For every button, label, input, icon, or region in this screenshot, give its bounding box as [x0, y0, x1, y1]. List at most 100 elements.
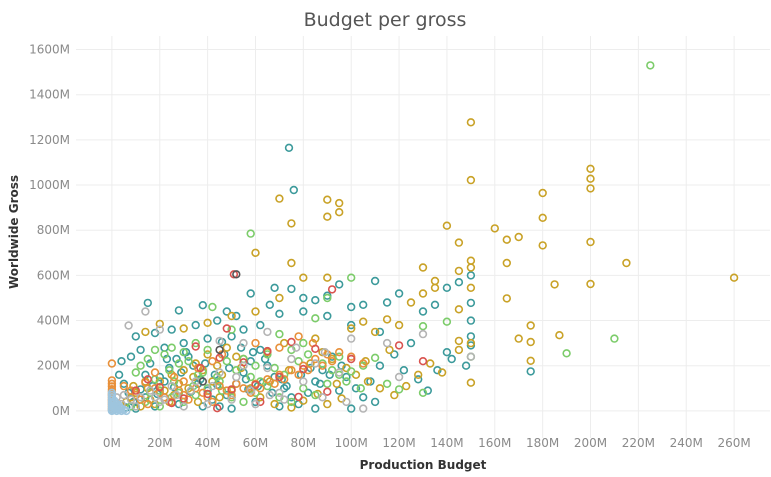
data-point-teal[interactable]: [280, 384, 289, 393]
data-point-gold[interactable]: [270, 399, 279, 409]
data-point-lightgreen[interactable]: [287, 397, 296, 407]
data-point-orange[interactable]: [359, 359, 368, 368]
data-point-orange[interactable]: [150, 368, 160, 377]
data-point-orange[interactable]: [208, 397, 217, 407]
data-point-teal[interactable]: [167, 325, 176, 334]
data-point-gray[interactable]: [263, 327, 272, 337]
data-point-orange[interactable]: [311, 354, 320, 364]
data-point-gold[interactable]: [155, 319, 165, 329]
data-point-gray[interactable]: [124, 321, 133, 330]
data-point-lightgreen[interactable]: [169, 377, 179, 386]
data-point-red[interactable]: [213, 404, 222, 413]
data-point-teal[interactable]: [248, 348, 258, 357]
data-point-teal[interactable]: [198, 301, 208, 310]
data-point-red[interactable]: [179, 394, 188, 403]
data-point-gold[interactable]: [550, 280, 559, 289]
data-point-red[interactable]: [167, 398, 176, 408]
data-point-gold[interactable]: [275, 194, 284, 203]
data-point-teal[interactable]: [222, 307, 232, 316]
data-point-teal[interactable]: [241, 375, 251, 384]
data-point-gold[interactable]: [323, 399, 332, 409]
data-point-lightgreen[interactable]: [610, 334, 619, 343]
data-point-lightgreen[interactable]: [141, 397, 150, 407]
data-point-lightgreen[interactable]: [227, 325, 236, 334]
data-point-gold[interactable]: [466, 283, 476, 292]
data-point-gray[interactable]: [203, 399, 212, 409]
data-point-teal[interactable]: [347, 404, 356, 413]
data-point-lightgreen[interactable]: [303, 350, 313, 359]
data-point-orange[interactable]: [208, 357, 217, 366]
data-point-gold[interactable]: [538, 213, 547, 223]
data-point-gold[interactable]: [490, 224, 499, 233]
data-point-orange[interactable]: [251, 338, 260, 348]
data-point-gold[interactable]: [335, 208, 344, 217]
data-point-orange[interactable]: [318, 361, 327, 370]
data-point-orange[interactable]: [270, 379, 279, 388]
data-point-orange[interactable]: [155, 388, 165, 397]
data-point-gold[interactable]: [375, 384, 385, 393]
data-point-gray[interactable]: [160, 395, 169, 404]
data-point-lightgreen[interactable]: [327, 366, 337, 375]
data-point-gold[interactable]: [179, 324, 188, 333]
data-point-orange[interactable]: [150, 384, 160, 393]
data-point-orange[interactable]: [107, 359, 117, 368]
data-point-teal[interactable]: [351, 384, 361, 393]
data-point-teal[interactable]: [382, 298, 392, 307]
data-point-teal[interactable]: [466, 271, 476, 280]
data-point-teal[interactable]: [246, 289, 255, 298]
data-point-gray[interactable]: [136, 393, 145, 402]
data-point-gold[interactable]: [256, 393, 265, 402]
data-point-gray[interactable]: [342, 397, 351, 407]
data-point-gray[interactable]: [287, 354, 296, 364]
data-point-gold[interactable]: [299, 273, 308, 282]
data-point-teal[interactable]: [433, 366, 442, 375]
data-point-gray[interactable]: [227, 395, 236, 404]
data-point-lightgreen[interactable]: [418, 388, 428, 397]
data-point-gold[interactable]: [215, 393, 224, 402]
data-point-red[interactable]: [256, 397, 265, 407]
data-point-lightgreen[interactable]: [191, 338, 200, 348]
data-point-teal[interactable]: [136, 345, 145, 355]
data-point-gray[interactable]: [179, 402, 188, 411]
data-point-teal[interactable]: [114, 370, 124, 379]
data-point-gray[interactable]: [155, 325, 165, 334]
data-point-teal[interactable]: [359, 300, 368, 309]
data-point-lightgreen[interactable]: [184, 357, 193, 366]
data-point-lightgreen[interactable]: [311, 314, 320, 323]
data-point-red[interactable]: [263, 346, 272, 356]
data-point-lightblue[interactable]: [122, 406, 131, 416]
data-point-teal[interactable]: [179, 338, 188, 348]
data-point-gold[interactable]: [332, 379, 341, 388]
data-point-gold[interactable]: [622, 258, 631, 268]
data-point-teal[interactable]: [174, 306, 184, 315]
data-point-gold[interactable]: [555, 331, 564, 340]
data-point-orange[interactable]: [303, 366, 313, 375]
data-point-gold[interactable]: [203, 350, 212, 359]
data-point-gray[interactable]: [382, 338, 392, 348]
data-point-teal[interactable]: [162, 354, 172, 364]
data-point-orange[interactable]: [179, 377, 188, 386]
data-point-teal[interactable]: [203, 334, 212, 343]
data-point-gold[interactable]: [323, 212, 332, 221]
data-point-lightgreen[interactable]: [203, 345, 212, 355]
data-point-orange[interactable]: [222, 386, 232, 395]
data-point-gold[interactable]: [323, 273, 332, 282]
data-point-orange[interactable]: [263, 375, 272, 384]
data-point-teal[interactable]: [442, 283, 452, 292]
data-point-orange[interactable]: [143, 399, 153, 409]
data-point-gold[interactable]: [418, 263, 428, 272]
data-point-red[interactable]: [251, 380, 260, 390]
data-point-teal[interactable]: [193, 379, 203, 388]
data-point-gold[interactable]: [454, 266, 464, 276]
data-point-orange[interactable]: [174, 386, 184, 395]
data-point-lightgreen[interactable]: [251, 388, 260, 397]
data-point-teal[interactable]: [213, 316, 222, 325]
data-point-gold[interactable]: [502, 258, 511, 268]
data-point-orange[interactable]: [299, 361, 308, 370]
data-point-lightgreen[interactable]: [275, 329, 284, 339]
data-point-lightgreen[interactable]: [155, 402, 165, 411]
data-point-red[interactable]: [275, 372, 284, 382]
data-point-red[interactable]: [239, 358, 248, 367]
data-point-gray[interactable]: [186, 386, 196, 395]
data-point-teal[interactable]: [299, 293, 308, 303]
